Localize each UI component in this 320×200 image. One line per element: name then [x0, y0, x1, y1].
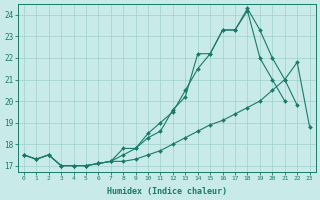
X-axis label: Humidex (Indice chaleur): Humidex (Indice chaleur) — [107, 187, 227, 196]
